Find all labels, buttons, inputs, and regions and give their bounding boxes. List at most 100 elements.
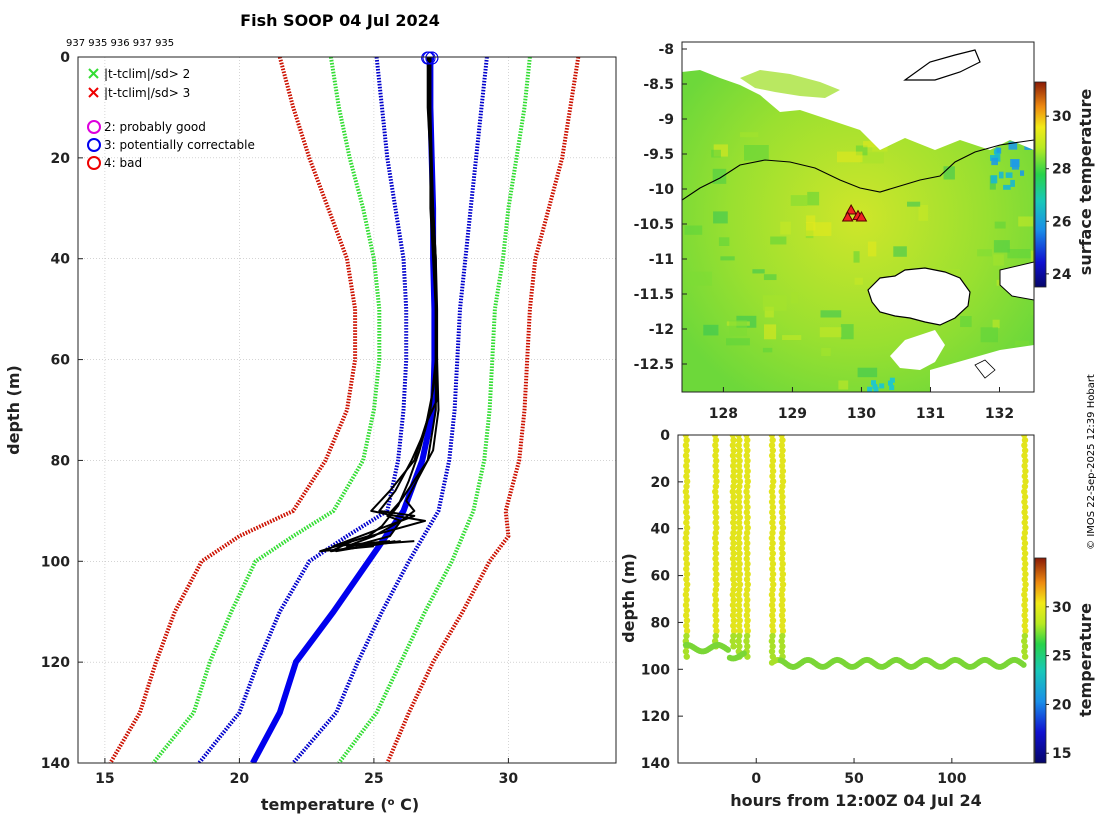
limit-curve-mid-left <box>151 57 382 763</box>
td-point <box>735 442 742 449</box>
td-point <box>730 622 737 629</box>
td-point <box>744 643 751 650</box>
profile-position-marker <box>845 203 857 215</box>
time-y-tick-label: 20 <box>651 475 671 491</box>
td-point <box>768 442 776 449</box>
td-point <box>730 627 738 635</box>
td-point <box>736 478 744 485</box>
td-point <box>778 509 786 516</box>
surface-flag-circle <box>422 51 436 65</box>
land-north <box>903 49 981 81</box>
td-point <box>712 601 719 609</box>
td-point <box>1022 627 1029 635</box>
legend-circle-correctable <box>87 138 101 152</box>
td-point <box>779 632 786 640</box>
td-point <box>768 601 776 609</box>
td-point <box>769 627 777 635</box>
y-axis-label: depth (m) <box>4 365 23 455</box>
limit-curve-outer-right <box>385 57 581 763</box>
td-point <box>769 617 777 624</box>
td-point <box>743 519 751 526</box>
sst-colorbar-tick-label: 26 <box>1052 214 1071 230</box>
td-point <box>712 509 719 516</box>
td-point <box>743 637 750 645</box>
td-point <box>770 581 777 588</box>
sst-cell-cool <box>1010 159 1020 168</box>
td-point <box>682 601 690 609</box>
td-point <box>683 493 690 501</box>
td-point <box>735 452 743 459</box>
td-point <box>1021 576 1028 583</box>
sst-cell <box>960 316 972 328</box>
td-point <box>730 596 737 604</box>
td-point <box>730 540 737 547</box>
td-point <box>712 607 720 614</box>
td-point <box>736 596 743 604</box>
td-point <box>735 565 743 573</box>
time-x-tick-label: 50 <box>844 771 864 787</box>
map-area <box>682 42 1034 392</box>
legend-circle-good <box>87 120 101 134</box>
sst-cell-cool <box>872 384 878 390</box>
td-point <box>778 452 786 459</box>
td-point <box>730 586 737 593</box>
x-tick-label: 30 <box>499 771 519 787</box>
td-point <box>729 601 737 609</box>
td-point <box>779 607 786 614</box>
td-point <box>1021 637 1028 645</box>
sst-cell-cool <box>867 386 873 392</box>
td-point <box>779 570 787 578</box>
map-x-tick-label: 132 <box>985 406 1014 422</box>
temp-colorbar <box>1034 557 1047 764</box>
sst-cell <box>853 251 860 263</box>
legend-circle-bad <box>87 156 101 170</box>
sst-cell <box>763 274 777 281</box>
td-point <box>779 478 787 485</box>
island-land <box>867 267 971 326</box>
td-point <box>683 519 690 526</box>
sst-cell <box>1030 250 1034 262</box>
sst-cell <box>689 271 713 286</box>
map-y-tick-label: -8.5 <box>643 77 674 93</box>
td-point <box>712 622 719 629</box>
td-point <box>1021 591 1028 598</box>
td-point <box>778 591 785 598</box>
map-y-tick-label: -10 <box>649 182 675 198</box>
td-point <box>743 442 750 449</box>
td-point <box>744 467 751 475</box>
td-point <box>712 488 719 495</box>
td-point <box>736 467 744 475</box>
td-point <box>736 581 744 588</box>
sst-cell-cool <box>1020 170 1025 176</box>
td-bottom-point <box>1020 661 1027 668</box>
td-point <box>743 488 750 495</box>
td-point <box>778 488 785 495</box>
x-axis-label: temperature (o C) <box>261 795 419 814</box>
td-point <box>683 478 691 485</box>
td-point <box>779 473 786 480</box>
td-point <box>1021 555 1028 562</box>
sst-cell <box>820 310 842 318</box>
td-point <box>729 545 737 552</box>
td-point <box>736 483 743 490</box>
td-point <box>1021 648 1028 655</box>
td-point <box>735 498 743 506</box>
td-point <box>779 514 786 521</box>
td-point <box>744 550 751 557</box>
td-point <box>712 591 719 598</box>
td-point <box>735 509 743 516</box>
td-point <box>735 612 743 619</box>
time-y-tick-label: 80 <box>651 615 671 631</box>
td-point <box>1021 488 1028 495</box>
td-point <box>779 447 786 454</box>
td-point <box>683 607 691 614</box>
td-point <box>736 529 743 537</box>
td-point <box>744 560 751 568</box>
sst-cell <box>744 145 769 161</box>
td-point <box>713 514 720 521</box>
td-point <box>736 514 743 521</box>
td-point <box>744 447 751 454</box>
time-depth-y-label: depth (m) <box>619 553 638 643</box>
surface-flag-circle <box>425 51 439 65</box>
map-x-tick-label: 130 <box>847 406 876 422</box>
